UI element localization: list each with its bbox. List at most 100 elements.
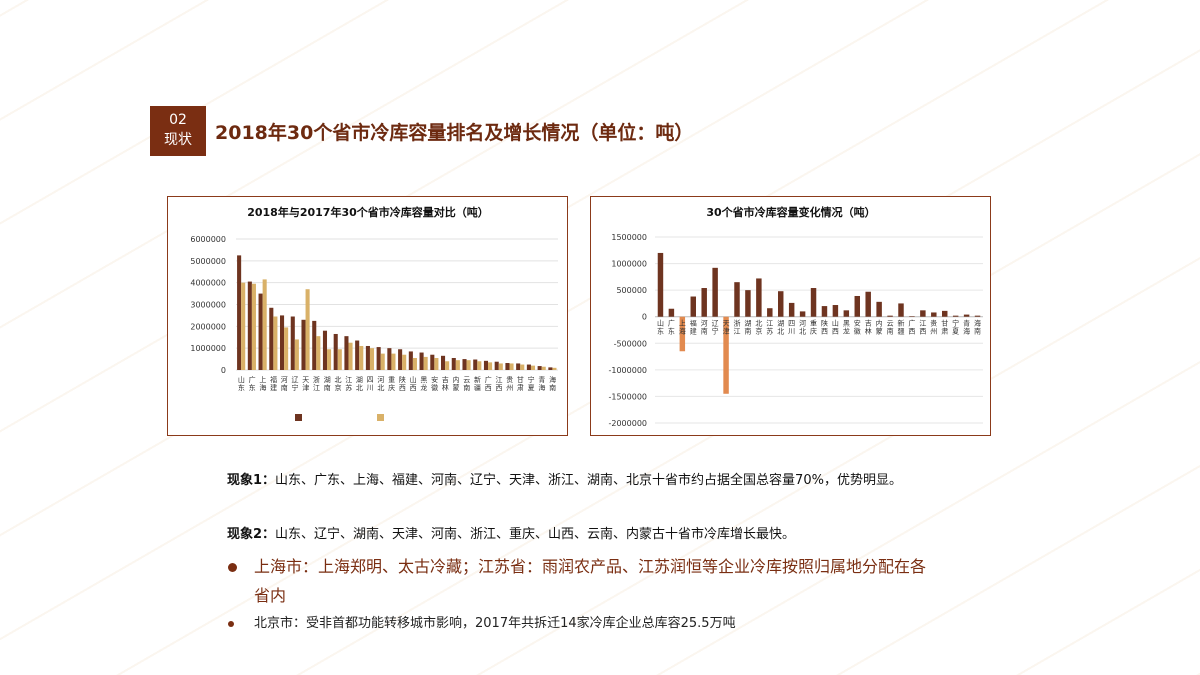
bar [701, 288, 707, 317]
x-tick-label: 上海 [259, 375, 266, 392]
bar-series-1 [408, 351, 413, 370]
bar-series-1 [344, 336, 349, 370]
bar [690, 296, 696, 317]
x-tick-label: 天津 [723, 320, 730, 336]
bullet-text: 北京市：受非首都功能转移城市影响，2017年共拆迁14家冷库企业总库容25.5万… [254, 616, 736, 631]
x-tick-label: 贵州 [506, 375, 513, 392]
bar-series-1 [462, 359, 467, 370]
x-tick-label: 湖南 [744, 319, 751, 336]
observation-1-text: 山东、广东、上海、福建、河南、辽宁、天津、浙江、湖南、北京十省市约占据全国总容量… [275, 473, 902, 488]
x-tick-label: 内蒙 [453, 375, 460, 392]
x-tick-label: 吉林 [865, 320, 872, 336]
bar [887, 315, 893, 317]
bar-series-2 [262, 279, 267, 370]
x-tick-label: 海南 [549, 375, 556, 392]
x-tick-label: 四川 [367, 376, 374, 392]
x-tick-label: 山东 [657, 319, 664, 336]
x-tick-label: 辽宁 [712, 320, 719, 336]
x-tick-label: 福建 [270, 375, 277, 392]
bar-series-1 [322, 330, 328, 370]
bar-series-1 [526, 364, 531, 370]
x-tick-label: 甘肃 [941, 319, 948, 336]
bar-series-1 [430, 354, 435, 370]
bar-series-2 [294, 339, 299, 370]
x-tick-label: 江苏 [766, 320, 773, 336]
bar [810, 288, 817, 317]
observation-2: 现象2：山东、辽宁、湖南、天津、河南、浙江、重庆、山西、云南、内蒙古十省市冷库增… [227, 525, 927, 544]
bar-series-2 [359, 345, 364, 370]
bar-series-1 [376, 347, 381, 370]
bar-series-1 [505, 363, 510, 370]
bar [734, 282, 740, 317]
bar-series-1 [441, 355, 446, 370]
bar-series-2 [412, 357, 417, 370]
y-tick-label: 1000000 [190, 344, 226, 353]
bar-series-2 [520, 364, 525, 370]
bar [799, 311, 806, 317]
x-tick-label: 山东 [238, 375, 245, 392]
bar-series-1 [494, 361, 499, 370]
bar-series-2 [337, 349, 342, 370]
bar [778, 291, 784, 317]
bar [898, 303, 904, 317]
bar-series-2 [530, 365, 536, 370]
y-tick-label: 1000000 [611, 260, 647, 269]
x-tick-label: 新疆 [898, 319, 905, 336]
x-tick-label: 陕西 [821, 319, 828, 336]
x-tick-label: 青海 [963, 319, 970, 336]
bar-series-1 [473, 359, 478, 370]
bar [788, 302, 795, 317]
bar [876, 301, 882, 317]
x-tick-label: 黑龙 [843, 320, 850, 336]
bar [668, 308, 675, 317]
capacity-comparison-chart: 2018年与2017年30个省市冷库容量对比（吨） 0 1000000 2000000… [167, 196, 568, 436]
x-tick-label: 湖北 [356, 375, 363, 392]
y-tick-label: 4000000 [190, 279, 226, 288]
bar-series-1 [312, 320, 317, 370]
bar [865, 291, 871, 317]
bullet-shanghai-jiangsu: 上海市：上海郑明、太古冷藏；江苏省：雨润农产品、江苏润恒等企业冷库按照归属地分配… [228, 552, 928, 610]
x-tick-label: 重庆 [810, 320, 817, 336]
bar [745, 290, 751, 317]
x-tick-label: 吉林 [442, 376, 449, 392]
legend-swatch-2 [377, 414, 384, 421]
bar [920, 310, 926, 317]
bar-series-1 [301, 319, 306, 370]
x-tick-label: 海南 [974, 319, 981, 336]
x-tick-label: 内蒙 [876, 319, 883, 336]
y-tick-label: -2000000 [608, 419, 647, 428]
bar [952, 315, 959, 317]
section-badge: 02 现状 [150, 106, 206, 156]
bar-series-1 [451, 357, 456, 370]
x-tick-label: 青海 [538, 375, 545, 392]
bar-series-2 [369, 348, 375, 370]
bar-series-2 [380, 353, 385, 370]
x-tick-label: 河北 [377, 376, 384, 392]
y-tick-label: 500000 [616, 286, 647, 295]
x-tick-label: 辽宁 [292, 376, 299, 392]
x-tick-label: 江西 [495, 376, 502, 392]
bar-series-2 [466, 360, 471, 370]
observation-2-label: 现象2： [227, 527, 276, 542]
x-tick-label: 福建 [690, 319, 697, 336]
bar-series-2 [316, 336, 321, 370]
bar-series-2 [434, 357, 439, 370]
x-tick-label: 上海 [679, 319, 686, 336]
x-tick-label: 广西 [485, 375, 492, 392]
chart-title: 2018年与2017年30个省市冷库容量对比（吨） [247, 205, 489, 219]
x-tick-label: 宁夏 [952, 319, 959, 336]
bar-series-2 [284, 327, 289, 370]
x-tick-label: 浙江 [734, 319, 741, 336]
bar-series-1 [365, 345, 370, 370]
bar-series-2 [327, 349, 332, 370]
page-title: 2018年30个省市冷库容量排名及增长情况（单位：吨） [215, 122, 694, 144]
x-tick-label: 云南 [463, 376, 470, 392]
x-tick-label: 湖北 [777, 319, 784, 336]
bar-series-1 [398, 349, 403, 370]
x-tick-label: 黑龙 [420, 376, 427, 392]
x-tick-label: 天津 [302, 376, 309, 392]
bar-series-2 [273, 316, 278, 370]
x-tick-label: 广东 [668, 319, 675, 336]
bar [679, 316, 686, 352]
bar-series-1 [516, 363, 521, 370]
